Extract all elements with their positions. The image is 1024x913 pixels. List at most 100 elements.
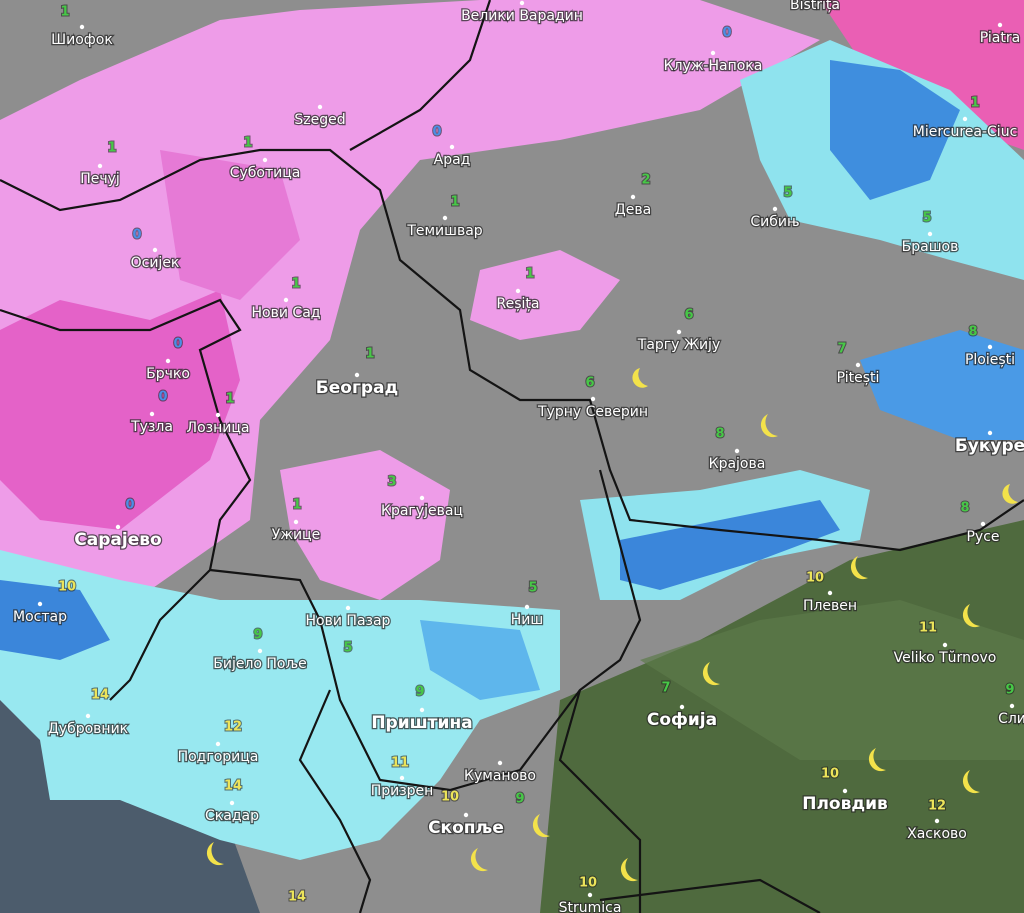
temperature: 0 [125, 498, 134, 513]
temperature: 5 [528, 581, 537, 596]
city-name: Сли [998, 711, 1024, 727]
temperature: 0 [432, 125, 441, 140]
temperature: 1 [525, 267, 534, 282]
city-name: Мостар [13, 609, 67, 625]
city-name: Шиофок [51, 32, 113, 48]
temperature: 3 [387, 475, 396, 490]
temperature: 9 [415, 685, 424, 700]
temperature: 9 [1005, 683, 1014, 698]
temperature: 7 [661, 681, 670, 696]
temperature: 14 [91, 688, 109, 703]
temperature: 9 [253, 628, 262, 643]
city-dot [842, 788, 848, 794]
city-dot [942, 642, 948, 648]
city-name: Букуре [955, 436, 1024, 456]
temperature: 1 [450, 195, 459, 210]
city-name: Софија [647, 710, 717, 730]
city-dot [855, 362, 861, 368]
city-name: Ploiești [965, 352, 1015, 368]
temperature: 10 [806, 571, 824, 586]
city-dot [524, 604, 530, 610]
city-name: Темишвар [406, 223, 482, 239]
temperature: 12 [928, 799, 946, 814]
city-name: Скопље [428, 818, 504, 838]
temperature: 1 [107, 141, 116, 156]
city-dot [587, 892, 593, 898]
city-dot [515, 288, 521, 294]
temperature: 1 [60, 5, 69, 20]
temperature: 6 [684, 308, 693, 323]
city-name: Pitești [837, 370, 880, 386]
city-name: Осијек [131, 255, 180, 271]
city-dot [97, 163, 103, 169]
city-name: Piatra [980, 30, 1020, 46]
temperature: 10 [821, 767, 839, 782]
city-name: Печуј [80, 171, 120, 187]
city-dot [987, 430, 993, 436]
city-name: Суботица [230, 165, 301, 181]
city-dot [115, 524, 121, 530]
city-name: Бијело Поље [213, 656, 307, 672]
temperature: 1 [365, 347, 374, 362]
city-dot [987, 344, 993, 350]
city-dot [229, 800, 235, 806]
city-name: Miercurea-Ciuc [913, 124, 1018, 140]
city-dot [419, 495, 425, 501]
city-name: Пловдив [802, 794, 888, 814]
city-dot [676, 329, 682, 335]
temperature: 0 [158, 390, 167, 405]
city-name: Велики Варадин [461, 8, 583, 24]
city-dot [215, 412, 221, 418]
temperature: 10 [579, 876, 597, 891]
city-name: Ниш [511, 612, 543, 628]
city-dot [85, 713, 91, 719]
temperature: 9 [515, 792, 524, 807]
city-name: Veliko Tŭrnovo [894, 650, 997, 666]
city-dot [962, 116, 968, 122]
city-dot [419, 707, 425, 713]
city-dot [463, 812, 469, 818]
temperature: 0 [722, 26, 731, 41]
temperature: 10 [441, 790, 459, 805]
temperature: 7 [837, 342, 846, 357]
city-dot [519, 0, 525, 6]
city-dot [37, 601, 43, 607]
city-dot [980, 521, 986, 527]
temperature: 8 [968, 325, 977, 340]
city-dot [149, 411, 155, 417]
temperature: 11 [391, 756, 409, 771]
city-name: Тузла [130, 419, 173, 435]
city-dot [449, 144, 455, 150]
city-dot [1009, 703, 1015, 709]
city-dot [262, 157, 268, 163]
temperature: 14 [224, 779, 242, 794]
city-dot [442, 215, 448, 221]
city-name: Дубровник [48, 721, 128, 737]
city-name: Дева [615, 202, 651, 218]
city-name: Подгорица [178, 749, 259, 765]
city-name: Плевен [803, 598, 857, 614]
temperature: 1 [970, 96, 979, 111]
temperature: 0 [132, 228, 141, 243]
city-dot [934, 818, 940, 824]
city-dot [354, 372, 360, 378]
city-name: Приштина [371, 713, 472, 733]
temperature: 2 [641, 173, 650, 188]
city-name: Брашов [902, 239, 959, 255]
city-dot [710, 50, 716, 56]
city-name: Хасково [907, 826, 967, 842]
decorations [206, 368, 1018, 882]
city-name: Bistrița [790, 0, 840, 13]
temperature: 0 [173, 337, 182, 352]
city-name: Reșița [497, 296, 540, 312]
city-name: Таргу Жију [637, 337, 720, 353]
temperature: 1 [292, 498, 301, 513]
city-dot [734, 448, 740, 454]
city-dot [215, 741, 221, 747]
temperature: 6 [585, 376, 594, 391]
city-dot [827, 590, 833, 596]
city-dot [283, 297, 289, 303]
city-name: Брчко [146, 366, 190, 382]
